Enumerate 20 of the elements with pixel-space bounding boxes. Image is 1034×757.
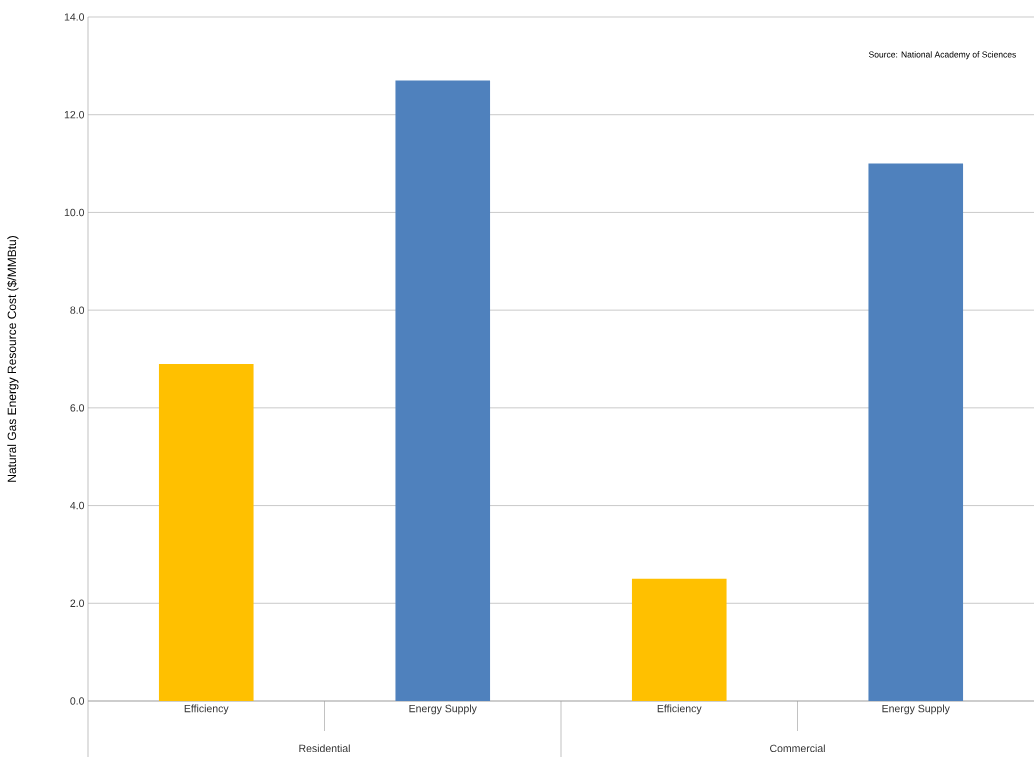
y-tick-label: 0.0 [70, 697, 85, 705]
x-tick-label: Energy Supply [409, 704, 477, 715]
y-tick-label: 8.0 [70, 306, 85, 314]
annotation: Source: National Academy of Sciences [868, 51, 1016, 60]
x-tick-label: Efficiency [657, 704, 702, 715]
bar [868, 163, 964, 701]
y-tick-label: 4.0 [70, 501, 85, 510]
bar [158, 363, 254, 701]
y-tick-label: 14.0 [64, 13, 85, 21]
x-tick-label: Efficiency [184, 704, 229, 715]
y-tick-label: 12.0 [64, 110, 85, 119]
y-axis-title: Natural Gas Energy Resource Cost ($/MMBtu) [7, 236, 19, 482]
y-tick-label: 2.0 [70, 599, 85, 608]
y-tick-label: 10.0 [64, 208, 85, 217]
text: Residential [299, 744, 350, 753]
y-tick-label: 6.0 [70, 404, 85, 412]
bar [395, 80, 491, 701]
bar [631, 578, 727, 701]
x-tick-label: Energy Supply [882, 704, 950, 715]
text: Commercial [770, 744, 825, 753]
